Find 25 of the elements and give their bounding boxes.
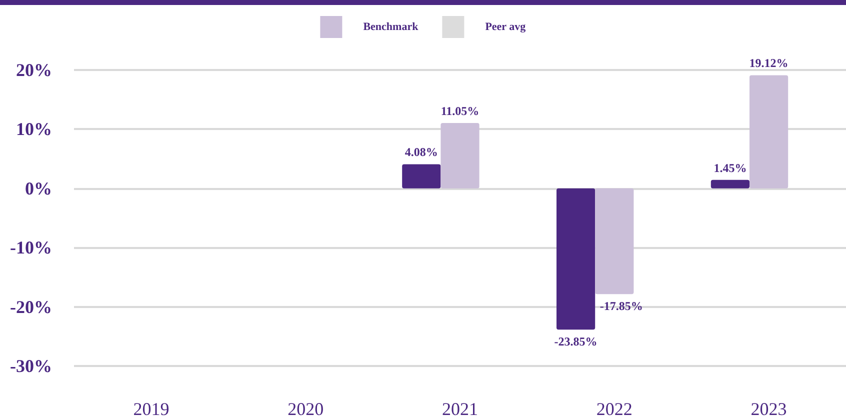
y-tick-label: -30% [10, 356, 52, 376]
bar [710, 180, 750, 188]
data-label: 11.05% [440, 104, 480, 118]
bar [556, 188, 596, 330]
data-label: 19.12% [749, 56, 788, 70]
data-label: -23.85% [554, 334, 598, 349]
y-tick-label: -10% [10, 238, 52, 258]
x-tick-label: 2023 [750, 399, 787, 419]
y-tick-label: 20% [16, 60, 52, 80]
x-tick-label: 2019 [133, 399, 170, 419]
y-tick-label: 0% [25, 178, 52, 198]
bar [402, 164, 441, 188]
bar [595, 188, 634, 294]
data-label: 1.45% [714, 160, 747, 175]
legend-label: Benchmark [363, 21, 420, 33]
legend-label: Peer avg [485, 21, 526, 33]
data-label: -17.85% [600, 299, 643, 314]
bar [440, 122, 480, 188]
x-tick-label: 2021 [442, 399, 478, 419]
data-label: 4.08% [404, 145, 438, 160]
x-tick-label: 2022 [596, 399, 632, 419]
x-tick-label: 2020 [288, 399, 324, 419]
y-tick-label: 10% [16, 119, 52, 140]
y-tick-label: -20% [10, 296, 52, 317]
bar [750, 75, 788, 188]
